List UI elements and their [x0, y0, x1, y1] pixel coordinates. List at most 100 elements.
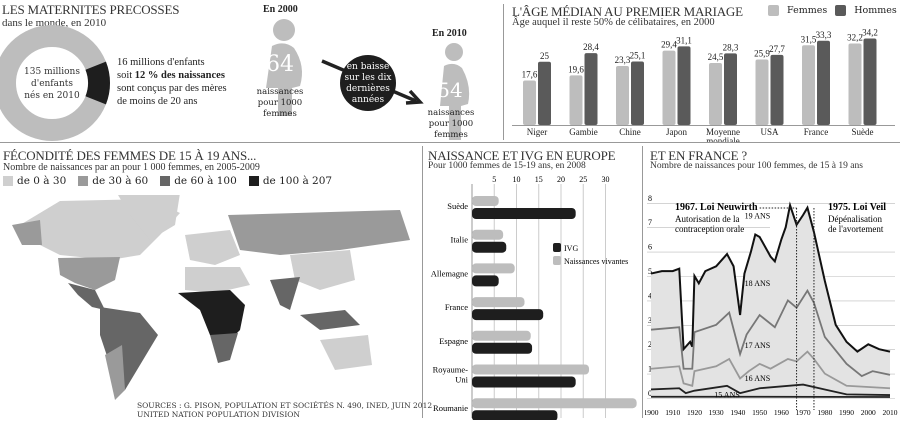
- bar-ivg: [472, 410, 558, 420]
- divider: [422, 146, 423, 418]
- data-label: 31,5: [801, 34, 817, 44]
- data-label: 19,6: [568, 64, 584, 74]
- bar-femmes: [709, 63, 722, 125]
- data-label: 34,2: [862, 27, 878, 37]
- precoces-text: 16 millions d'enfants soit 12 % des nais…: [117, 56, 227, 108]
- year-2010-label: En 2010: [432, 28, 467, 39]
- series-label: 15 ANS: [714, 391, 740, 400]
- y-tick-label: 6: [648, 243, 652, 252]
- category-label: Chine: [619, 127, 641, 137]
- map-australia: [320, 335, 372, 370]
- category-label: Roumanie: [433, 403, 468, 413]
- data-label: 28,3: [723, 42, 739, 52]
- data-label: 23,3: [615, 55, 631, 65]
- y-tick-label: 0: [648, 389, 652, 398]
- bar-naissances: [472, 330, 531, 341]
- text-line: soit 12 % des naissances: [117, 69, 227, 82]
- y-tick-label: 1: [648, 365, 652, 374]
- pregnant-woman-icon: [440, 43, 470, 140]
- sources-line: UNITED NATION POPULATION DIVISION: [137, 410, 300, 419]
- y-tick-label: 7: [648, 218, 652, 227]
- tick-label: 25: [579, 175, 587, 184]
- x-tick-label: 1950: [752, 408, 767, 417]
- marriage-subtitle: Âge auquel il reste 50% de célibataires,…: [512, 17, 715, 28]
- line-17-ans: [650, 350, 891, 390]
- map-subtitle: Nombre de naissances par an pour 1 000 f…: [3, 162, 260, 173]
- france-chart: 0 1 2 3 4 5 6 7 8 19 ANS 18 ANS 17 ANS 16 ANS 15 ANS 1…: [645, 194, 898, 417]
- legend-swatch: [3, 176, 13, 186]
- tick-label: 10: [513, 175, 521, 184]
- bar-femmes: [755, 59, 769, 125]
- bar-naissances: [472, 364, 590, 375]
- map-central-america: [68, 283, 105, 310]
- category-label: France: [804, 127, 829, 137]
- bar-ivg: [472, 342, 533, 354]
- map-indonesia: [300, 310, 360, 330]
- x-tick-label: 1920: [687, 408, 702, 417]
- category-label: Moyenne: [706, 127, 740, 137]
- bar-ivg: [472, 275, 499, 287]
- map-legend: de 0 à 30 de 30 à 60 de 60 à 100 de 100 …: [3, 175, 332, 187]
- divider: [503, 4, 504, 140]
- legend-swatch: [160, 176, 171, 186]
- data-label: 25,9: [754, 48, 770, 58]
- data-label: 17,6: [522, 69, 538, 79]
- legend-swatch: [248, 176, 259, 186]
- text-line: 16 millions d'enfants: [117, 57, 205, 68]
- legend-label: de 60 à 100: [174, 175, 237, 187]
- bar-hommes: [724, 53, 737, 125]
- map-europe: [185, 230, 240, 265]
- x-tick-label: 1970: [796, 408, 811, 417]
- unit-2010: naissances pour 1000 femmes: [427, 108, 475, 140]
- category-label: Suède: [852, 127, 874, 137]
- legend-label: de 0 à 30: [17, 175, 67, 187]
- x-tick-label: 1910: [665, 408, 680, 417]
- category-label: Japon: [666, 127, 687, 137]
- series-label: 16 ANS: [745, 374, 771, 383]
- map-sources: SOURCES : G. PISON, POPULATION ET SOCIÉT…: [137, 401, 432, 419]
- bar-hommes: [817, 40, 830, 125]
- x-tick-label: 1930: [709, 408, 724, 417]
- divider: [642, 146, 643, 418]
- data-label: 25: [540, 51, 550, 61]
- map-north-africa: [185, 267, 250, 293]
- trend-badge: en baisse sur les dix dernières années: [340, 55, 396, 111]
- annotation-text: contraception orale: [675, 224, 744, 234]
- category-label: Gambie: [569, 127, 598, 137]
- legend-label: Hommes: [854, 5, 897, 16]
- map-subsaharan-africa: [178, 290, 245, 345]
- bar-femmes: [523, 80, 536, 125]
- area-fill: [651, 205, 890, 398]
- map-russia: [228, 210, 410, 255]
- france-subtitle: Nombre de naissances pour 100 femmes, de…: [650, 161, 863, 171]
- series-label: 17 ANS: [745, 341, 771, 350]
- x-tick-label: 1960: [774, 408, 789, 417]
- data-label: 32,2: [847, 33, 863, 43]
- map-usa: [58, 257, 120, 290]
- bar-hommes: [863, 38, 877, 125]
- bar-femmes: [662, 50, 676, 126]
- y-tick-label: 5: [648, 267, 652, 276]
- text-line: de moins de 20 ans: [117, 96, 198, 107]
- map-india: [270, 277, 300, 310]
- y-tick-label: 4: [648, 291, 652, 300]
- bar-femmes: [802, 45, 815, 125]
- legend-swatch: [78, 176, 89, 186]
- france-title: ET EN FRANCE ?: [650, 148, 747, 163]
- value-2000: 64: [266, 52, 294, 77]
- line-18-ans: [650, 288, 891, 378]
- map-title: FÉCONDITÉ DES FEMMES DE 15 À 19 ANS...: [3, 148, 257, 163]
- map-greenland: [118, 195, 180, 240]
- annotation-text: Autorisation de la: [675, 214, 740, 224]
- category-label: Suède: [447, 201, 468, 211]
- donut-segment-under20: [85, 61, 110, 105]
- europe-subtitle: Pour 1000 femmes de 15-19 ans, en 2008: [428, 161, 586, 171]
- text-span: soit: [117, 70, 135, 81]
- year-2000-label: En 2000: [263, 4, 298, 15]
- bar-hommes: [538, 61, 551, 125]
- marriage-title: L'ÂGE MÉDIAN AU PREMIER MARIAGE: [512, 4, 743, 19]
- bar-hommes: [584, 53, 598, 126]
- category-label: Niger: [527, 127, 548, 137]
- europe-title: NAISSANCE ET IVG EN EUROPE: [428, 148, 616, 163]
- precoces-subtitle: dans le monde, en 2010: [2, 17, 107, 29]
